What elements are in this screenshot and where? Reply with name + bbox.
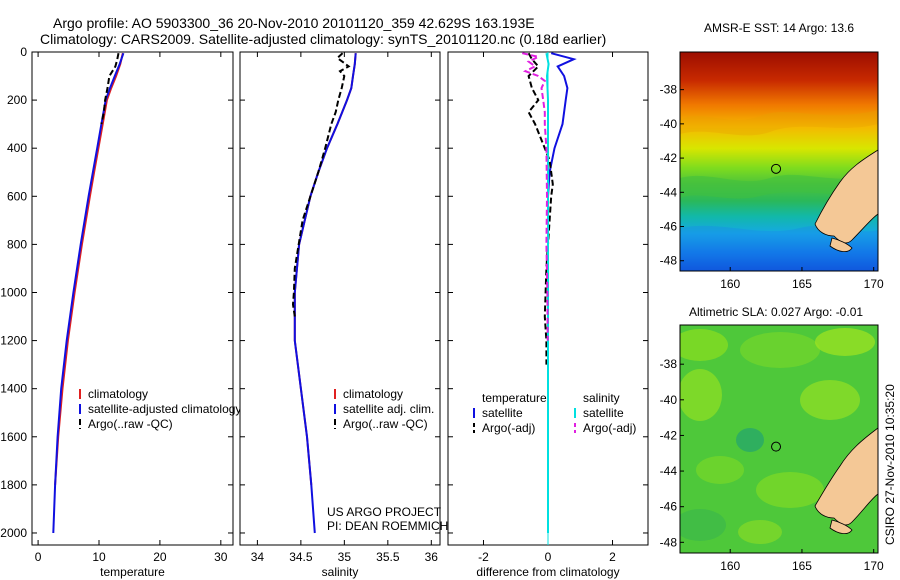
sst_map-xtick-label: 160 bbox=[720, 277, 740, 291]
sla-map-axes: 160 165 170 -38 -40 -42 -44 -46 -48 bbox=[660, 324, 884, 573]
sst_map-ytick-label: -44 bbox=[660, 185, 678, 199]
legend-label: climatology bbox=[343, 387, 403, 401]
salinity-xtick-label: 34 bbox=[251, 550, 265, 564]
sst_map-xtick-label: 170 bbox=[864, 277, 884, 291]
depth-tick-label: 600 bbox=[7, 189, 27, 203]
sla_map-ytick-label: -44 bbox=[660, 464, 678, 478]
difference-xtick-label: 2 bbox=[609, 550, 616, 564]
sst_map-argo-location-marker bbox=[771, 163, 782, 174]
salinity-plot-frame bbox=[239, 51, 441, 546]
depth-tick-label: 1600 bbox=[0, 430, 27, 444]
depth-tick-label: 1400 bbox=[0, 382, 27, 396]
salinity-xtick-label: 35 bbox=[338, 550, 352, 564]
temperature-xtick-label: 20 bbox=[153, 550, 167, 564]
land-coastline bbox=[814, 149, 878, 244]
temperature-series-satellite-adjusted-climatology bbox=[52, 52, 125, 534]
land-coastline bbox=[814, 427, 878, 526]
temperature-xtick-label: 30 bbox=[214, 550, 228, 564]
difference-xtick-label: 0 bbox=[545, 550, 552, 564]
sla_map-ytick-label: -42 bbox=[660, 428, 678, 442]
depth-tick-label: 1200 bbox=[0, 334, 27, 348]
csiro-timestamp: CSIRO 27-Nov-2010 10:35:20 bbox=[883, 384, 897, 545]
difference-xtick-label: -2 bbox=[478, 550, 489, 564]
sst-map-panel bbox=[680, 52, 878, 271]
legend-label: Argo(..raw -QC) bbox=[88, 417, 173, 431]
temperature-series-argo-raw-qc- bbox=[100, 53, 120, 125]
sla_map-ytick-label: -38 bbox=[660, 357, 678, 371]
sla_map-ytick-label: -46 bbox=[660, 500, 678, 514]
salinity-xtick-label: 35.5 bbox=[376, 550, 400, 564]
sst-map-axes: 160 165 170 -38 -40 -42 -44 -46 -48 bbox=[660, 51, 884, 291]
sla_map-xtick-label: 170 bbox=[864, 559, 884, 573]
sst_map-ytick-label: -38 bbox=[660, 83, 678, 97]
depth-tick-label: 1000 bbox=[0, 285, 27, 299]
temperature-xlabel: temperature bbox=[100, 565, 165, 579]
depth-tick-label: 800 bbox=[7, 237, 27, 251]
sst_map-frame bbox=[679, 51, 879, 272]
difference-xlabel: difference from climatology bbox=[476, 565, 619, 579]
legend-label: Argo(..raw -QC) bbox=[343, 417, 428, 431]
depth-tick-label: 0 bbox=[20, 45, 27, 59]
sst-map-title: AMSR-E SST: 14 Argo: 13.6 bbox=[704, 21, 854, 35]
salinity-series-argo-raw-qc- bbox=[291, 52, 351, 317]
sla_map-argo-location-marker bbox=[771, 441, 782, 452]
difference-series-salinity-satellite bbox=[545, 53, 550, 533]
sst_map-xtick-label: 165 bbox=[792, 277, 812, 291]
salinity-xtick-label: 36 bbox=[425, 550, 439, 564]
legend-label: satellite-adjusted climatology bbox=[88, 402, 241, 416]
salinity-xtick-label: 34.5 bbox=[289, 550, 313, 564]
temperature-xtick-label: 10 bbox=[92, 550, 106, 564]
legend-label: satellite adj. clim. bbox=[343, 402, 434, 416]
depth-tick-label: 1800 bbox=[0, 478, 27, 492]
legend-label: satellite bbox=[583, 406, 624, 420]
sla_map-frame bbox=[679, 324, 879, 554]
legend-label: Argo(-adj) bbox=[482, 421, 535, 435]
legend-group-title: salinity bbox=[583, 391, 620, 405]
sst-map-field bbox=[680, 52, 878, 271]
temperature-plot-frame bbox=[31, 51, 234, 546]
sla_map-ytick-label: -48 bbox=[660, 535, 678, 549]
sla_map-ytick-label: -40 bbox=[660, 393, 678, 407]
temperature-xtick-label: 0 bbox=[35, 550, 42, 564]
depth-tick-label: 400 bbox=[7, 141, 27, 155]
legend-label: Argo(-adj) bbox=[583, 421, 636, 435]
legend-group-title: temperature bbox=[482, 391, 547, 405]
sla_map-xtick-label: 165 bbox=[792, 559, 812, 573]
temperature-panel: 0 10 20 30 0 200 400 600 800 1000 1200 1400 1600 1800… bbox=[0, 45, 241, 579]
depth-tick-label: 200 bbox=[7, 93, 27, 107]
difference-legend: temperaturesatelliteArgo(-adj)salinitysa… bbox=[473, 391, 636, 435]
header-line-2: Climatology: CARS2009. Satellite-adjuste… bbox=[40, 31, 606, 47]
sla-map-panel bbox=[680, 325, 878, 553]
header-line-1: Argo profile: AO 5903300_36 20-Nov-2010 … bbox=[53, 15, 535, 31]
depth-tick-label: 2000 bbox=[0, 526, 27, 540]
legend-label: climatology bbox=[88, 387, 148, 401]
sla-map-title: Altimetric SLA: 0.027 Argo: -0.01 bbox=[689, 305, 863, 319]
legend-label: satellite bbox=[482, 406, 523, 420]
pi-label: PI: DEAN ROEMMICH bbox=[327, 519, 448, 533]
salinity-panel: 34 34.5 35 35.5 36 salinity climatologysatelli… bbox=[239, 51, 441, 579]
sst_map-ytick-label: -42 bbox=[660, 151, 678, 165]
sst_map-ytick-label: -48 bbox=[660, 254, 678, 268]
salinity-xlabel: salinity bbox=[322, 565, 359, 579]
project-label: US ARGO PROJECT bbox=[327, 505, 442, 519]
sst_map-ytick-label: -46 bbox=[660, 220, 678, 234]
sla-map-field bbox=[680, 325, 878, 553]
temperature-series-climatology bbox=[54, 52, 124, 485]
difference-series-salinity-argo-adj- bbox=[521, 52, 549, 341]
sla_map-xtick-label: 160 bbox=[720, 559, 740, 573]
sst_map-ytick-label: -40 bbox=[660, 117, 678, 131]
